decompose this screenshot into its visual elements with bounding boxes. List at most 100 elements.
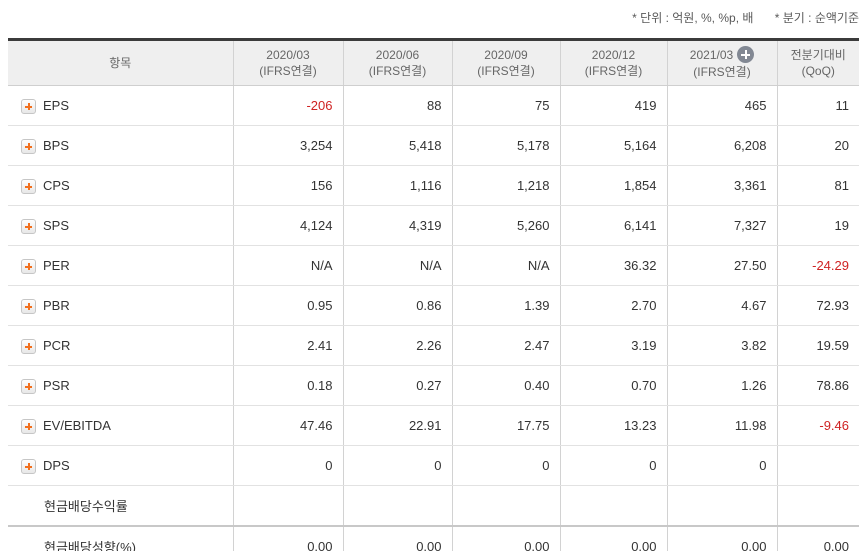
col-header-2020-03: 2020/03 (IFRS연결) xyxy=(232,39,343,86)
col-header-2020-06: 2020/06 (IFRS연결) xyxy=(342,39,452,86)
table-row: PSR 0.18 0.27 0.40 0.70 1.26 78.86 xyxy=(8,365,859,406)
row-label-cell: EPS xyxy=(8,85,233,126)
cell-value: 3.82 xyxy=(666,325,777,366)
row-label: DPS xyxy=(43,457,70,473)
col-period: 2020/12 xyxy=(591,47,636,62)
col-standard: (IFRS연결) xyxy=(368,64,427,78)
cell-value: 1,116 xyxy=(342,165,452,206)
cell-value: 2.41 xyxy=(232,325,343,366)
cell-value: -9.46 xyxy=(776,405,859,446)
expand-row-button[interactable] xyxy=(21,298,36,314)
cell-value: 0 xyxy=(666,445,777,486)
cell-value xyxy=(666,485,777,527)
plus-icon xyxy=(22,340,35,353)
cell-value: 0.70 xyxy=(559,365,667,406)
col-period: 2020/03 xyxy=(266,47,310,62)
row-label: CPS xyxy=(43,177,70,193)
row-label-cell: DPS xyxy=(8,445,233,486)
cell-value: 6,141 xyxy=(559,205,667,246)
plus-icon xyxy=(22,220,35,233)
expand-row-button[interactable] xyxy=(21,378,36,394)
plus-icon xyxy=(22,460,35,473)
col-standard: (IFRS연결) xyxy=(259,64,317,78)
cell-value: 17.75 xyxy=(451,405,560,446)
row-label: PSR xyxy=(43,377,70,393)
table-row: CPS 156 1,116 1,218 1,854 3,361 81 xyxy=(8,165,859,206)
col-period: 전분기대비 xyxy=(790,47,846,62)
cell-value xyxy=(232,485,343,527)
cell-value: N/A xyxy=(342,245,452,286)
plus-icon xyxy=(22,100,35,113)
table-row: EPS -206 88 75 419 465 11 xyxy=(8,85,859,126)
table-row: 현금배당성향(%) 0.00 0.00 0.00 0.00 0.00 0.00 xyxy=(8,525,859,551)
col-standard: (IFRS연결) xyxy=(477,64,535,78)
cell-value: 0.86 xyxy=(342,285,452,326)
row-label-cell: CPS xyxy=(8,165,233,206)
cell-value: 0 xyxy=(342,445,452,486)
cell-value: 20 xyxy=(776,125,859,166)
expand-row-button[interactable] xyxy=(21,338,36,354)
plus-icon xyxy=(22,380,35,393)
cell-value: 0 xyxy=(559,445,667,486)
row-label-cell: PER xyxy=(8,245,233,286)
col-standard: (QoQ) xyxy=(801,64,835,78)
expand-row-button[interactable] xyxy=(21,178,36,194)
row-label-cell: BPS xyxy=(8,125,233,166)
table-body: EPS -206 88 75 419 465 11 BPS 3,254 5,41… xyxy=(8,85,859,551)
cell-value: 4,124 xyxy=(232,205,343,246)
expand-row-button[interactable] xyxy=(21,418,36,434)
plus-icon xyxy=(22,260,35,273)
row-label: PCR xyxy=(43,337,71,353)
cell-value: N/A xyxy=(451,245,560,286)
cell-value: -206 xyxy=(232,85,343,126)
expand-row-button[interactable] xyxy=(21,138,36,154)
cell-value: 0.00 xyxy=(232,525,343,551)
cell-value: 0.27 xyxy=(342,365,452,406)
cell-value: 7,327 xyxy=(666,205,777,246)
cell-value xyxy=(776,485,859,527)
cell-value: 0.00 xyxy=(559,525,667,551)
table-row: PCR 2.41 2.26 2.47 3.19 3.82 19.59 xyxy=(8,325,859,366)
expand-row-button[interactable] xyxy=(21,218,36,234)
unit-note: * 단위 : 억원, %, %p, 배 xyxy=(632,11,754,25)
cell-value xyxy=(451,485,560,527)
plus-icon xyxy=(22,180,35,193)
plus-icon xyxy=(22,420,35,433)
cell-value: 3,254 xyxy=(232,125,343,166)
row-label: SPS xyxy=(43,217,70,233)
row-label: 현금배당성향(%) xyxy=(44,540,136,551)
cell-value: 2.26 xyxy=(342,325,452,366)
cell-value: 13.23 xyxy=(559,405,667,446)
cell-value: 0.00 xyxy=(451,525,560,551)
header-row: 항목 2020/03 (IFRS연결) 2020/06 (IFRS연결) 202… xyxy=(8,39,859,86)
expand-row-button[interactable] xyxy=(21,258,36,274)
cell-value: 81 xyxy=(776,165,859,206)
cell-value: 36.32 xyxy=(559,245,667,286)
cell-value: 2.70 xyxy=(559,285,667,326)
row-label: EPS xyxy=(43,97,70,113)
cell-value: 1,218 xyxy=(451,165,560,206)
row-label-cell: PBR xyxy=(8,285,233,326)
expand-row-button[interactable] xyxy=(21,98,36,114)
cell-value: 0.00 xyxy=(776,525,859,551)
cell-value: 4.67 xyxy=(666,285,777,326)
col-standard: (IFRS연결) xyxy=(584,64,643,78)
cell-value: 419 xyxy=(559,85,667,126)
cell-value: 1.39 xyxy=(451,285,560,326)
col-header-2020-12: 2020/12 (IFRS연결) xyxy=(559,39,667,86)
cell-value: 0 xyxy=(232,445,343,486)
col-header-2020-09: 2020/09 (IFRS연결) xyxy=(451,39,560,86)
col-header-qoq: 전분기대비 (QoQ) xyxy=(776,39,859,86)
basis-note: * 분기 : 순액기준 xyxy=(774,11,859,25)
row-label: 현금배당수익률 xyxy=(44,499,128,514)
expand-row-button[interactable] xyxy=(21,458,36,474)
show-more-quarters-button[interactable] xyxy=(737,46,755,64)
row-label-cell: 현금배당수익률 xyxy=(8,485,233,527)
col-header-2021-03: 2021/03 (IFRS연결) xyxy=(666,39,777,86)
cell-value: 3,361 xyxy=(666,165,777,206)
cell-value xyxy=(776,445,859,486)
cell-value: 0.95 xyxy=(232,285,343,326)
cell-value: 78.86 xyxy=(776,365,859,406)
col-header-item: 항목 xyxy=(8,39,233,86)
